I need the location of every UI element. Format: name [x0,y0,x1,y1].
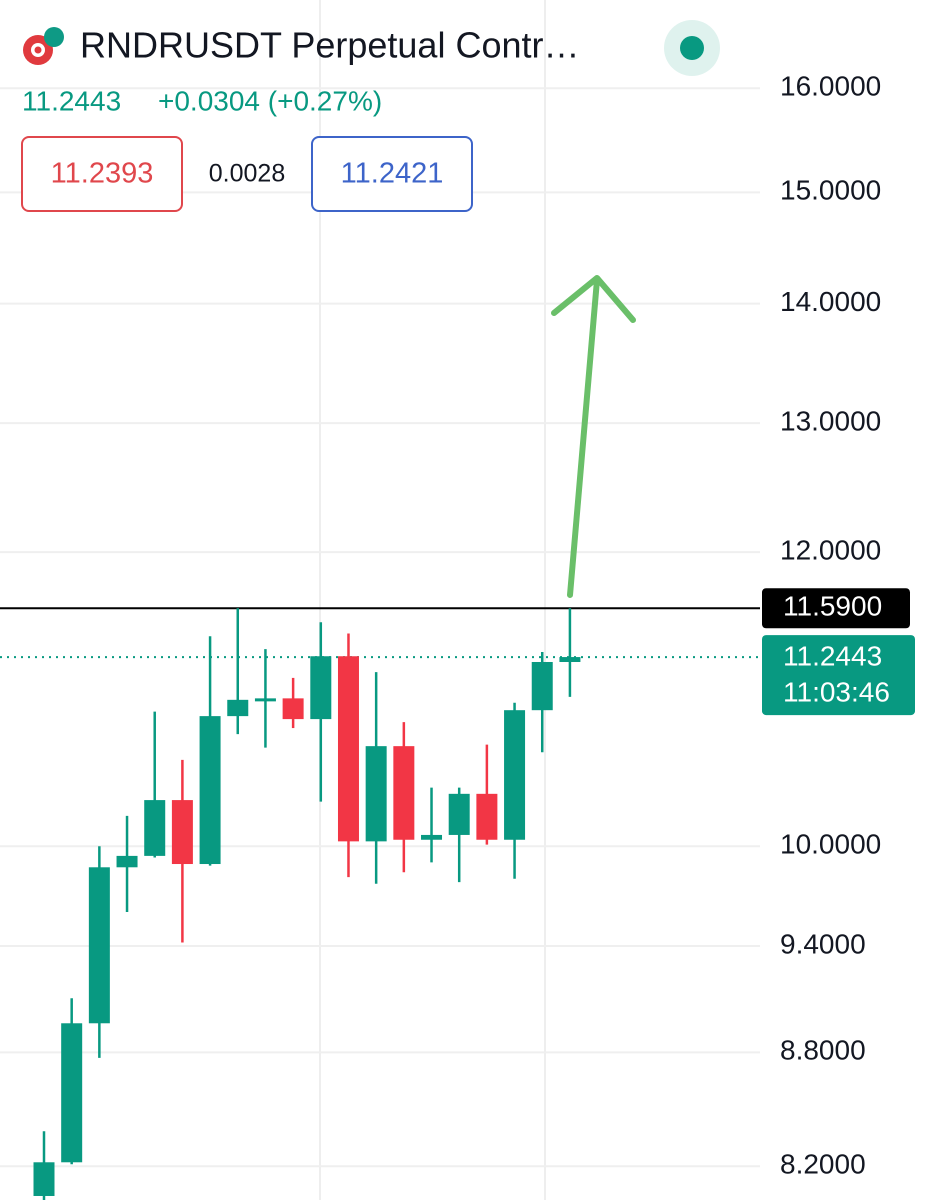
candle-body [531,661,553,711]
ask-price: 11.2421 [341,158,444,190]
chart-title: RNDRUSDT Perpetual Contr… [80,25,579,66]
candle-body [61,1023,83,1163]
candle-body [199,716,221,865]
y-tick-label: 8.8000 [780,1035,866,1066]
candles [33,608,581,1200]
sell-button[interactable] [21,136,183,212]
candle-body [116,855,138,868]
logo-badge [44,27,64,47]
spread: 0.0028 [209,160,285,188]
y-tick-label: 14.0000 [780,286,881,317]
candle-body [337,656,359,842]
header: RNDRUSDT Perpetual Contr… 11.2443 +0.030… [21,20,720,212]
candle-body [171,800,193,865]
arrow-shaft [567,277,600,598]
candle-body [310,656,332,720]
price-change: +0.0304 (+0.27%) [158,85,382,116]
candle-body [421,834,443,840]
candle-body [144,800,166,856]
last-price-label: 11.2443 [783,640,882,671]
level-label-box [762,588,910,629]
candle-body [254,698,276,702]
candle-body [88,867,110,1024]
y-tick-label: 13.0000 [780,405,881,436]
status-dot [680,36,704,60]
bid-price: 11.2393 [51,158,154,190]
logo-dot [34,46,42,54]
candle-body [476,793,498,840]
candle-body [504,710,526,840]
y-tick-label: 8.2000 [780,1149,866,1180]
countdown-label: 11:03:46 [783,676,890,707]
level-label: 11.5900 [783,591,882,622]
candle-body [227,699,249,717]
candle-body [33,1162,55,1196]
last-price: 11.2443 [22,85,121,116]
y-tick-label: 9.4000 [780,928,866,959]
y-tick-label: 12.0000 [780,535,881,566]
candle-body [448,793,470,835]
arrow-annotation [551,275,636,598]
price-axis: 8.2000 8.8000 9.4000 10.0000 12.0000 13.0000 1… [762,71,915,1180]
y-tick-label: 15.0000 [780,175,881,206]
arrow-head [551,275,636,323]
candle-body [559,657,581,662]
candle-body [365,746,387,842]
candle-body [282,698,304,720]
candle-body [393,746,415,840]
y-tick-label: 10.0000 [780,829,881,860]
last-price-box [762,635,915,716]
buy-button[interactable] [311,136,473,212]
y-tick-label: 16.0000 [780,71,881,102]
price-lines [0,607,760,659]
